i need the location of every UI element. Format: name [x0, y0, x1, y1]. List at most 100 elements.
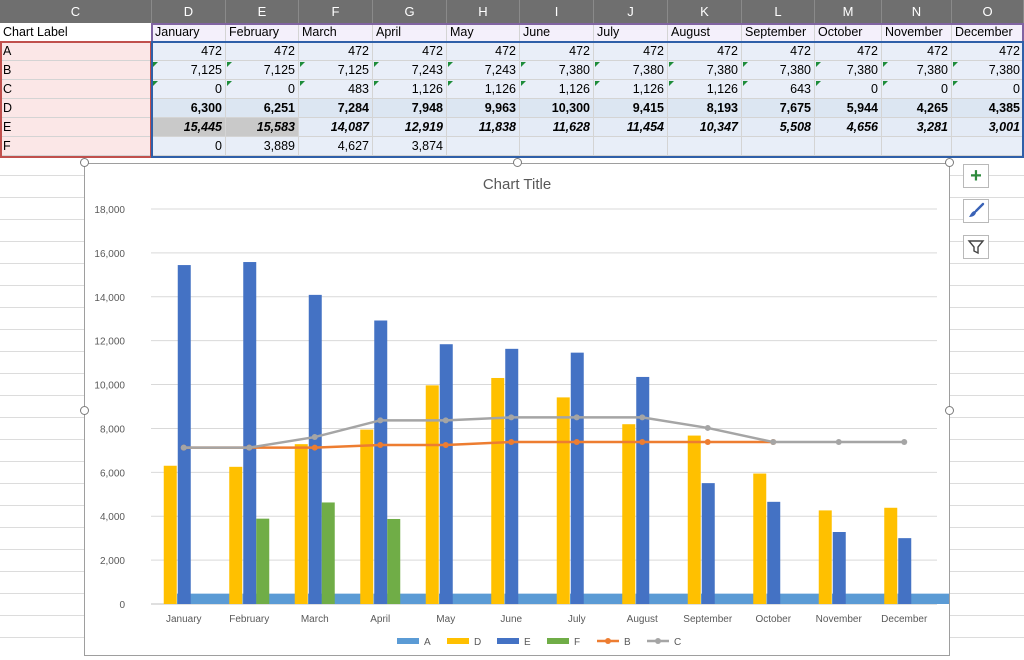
- cell-e-10[interactable]: 4,656: [815, 118, 882, 137]
- cell-d-5[interactable]: 9,963: [447, 99, 520, 118]
- cell-f-10[interactable]: [815, 137, 882, 156]
- bar-e-july[interactable]: [570, 352, 584, 604]
- cell-d-8[interactable]: 8,193: [668, 99, 742, 118]
- marker-c[interactable]: [639, 414, 646, 421]
- cell-a-6[interactable]: 472: [520, 42, 594, 61]
- cell-d-12[interactable]: 4,385: [952, 99, 1024, 118]
- cell-f-9[interactable]: [742, 137, 815, 156]
- legend-item-e[interactable]: E: [497, 637, 531, 648]
- cell-d-4[interactable]: 7,948: [373, 99, 447, 118]
- column-header-j[interactable]: J: [594, 0, 668, 23]
- bar-a-may[interactable]: [439, 593, 493, 604]
- cell-c-9[interactable]: 643: [742, 80, 815, 99]
- chart-title[interactable]: Chart Title: [483, 176, 551, 193]
- marker-c[interactable]: [246, 444, 253, 451]
- cell-f-5[interactable]: [447, 137, 520, 156]
- bar-a-january[interactable]: [177, 593, 231, 604]
- cell-e-12[interactable]: 3,001: [952, 118, 1024, 137]
- cell-d-6[interactable]: 10,300: [520, 99, 594, 118]
- cell-f-11[interactable]: [882, 137, 952, 156]
- cell-b-8[interactable]: 7,380: [668, 61, 742, 80]
- chart-filters-button[interactable]: [963, 235, 989, 259]
- bar-a-november[interactable]: [832, 593, 886, 604]
- marker-b[interactable]: [704, 439, 711, 446]
- bar-f-april[interactable]: [387, 518, 401, 604]
- bar-d-april[interactable]: [360, 429, 374, 604]
- cell-d-2[interactable]: 6,251: [226, 99, 299, 118]
- bar-a-september[interactable]: [701, 593, 755, 604]
- cell-f-3[interactable]: 4,627: [299, 137, 373, 156]
- resize-handle-top[interactable]: [513, 158, 522, 167]
- legend-item-f[interactable]: F: [547, 637, 580, 648]
- cell-a-7[interactable]: 472: [594, 42, 668, 61]
- legend-item-a[interactable]: A: [397, 637, 431, 648]
- column-header-g[interactable]: G: [373, 0, 447, 23]
- bar-a-october[interactable]: [766, 593, 821, 604]
- resize-handle-top-left[interactable]: [80, 158, 89, 167]
- cell-b-1[interactable]: 7,125: [152, 61, 226, 80]
- column-header-e[interactable]: E: [226, 0, 299, 23]
- chart-elements-button[interactable]: +: [963, 164, 989, 188]
- bar-d-september[interactable]: [687, 435, 701, 604]
- cell-e-3[interactable]: 14,087: [299, 118, 373, 137]
- marker-b[interactable]: [377, 442, 384, 449]
- cell-c-7[interactable]: 1,126: [594, 80, 668, 99]
- cell-e-7[interactable]: 11,454: [594, 118, 668, 137]
- cell-b-5[interactable]: 7,243: [447, 61, 520, 80]
- bar-d-december[interactable]: [884, 507, 898, 604]
- cell-c-6[interactable]: 1,126: [520, 80, 594, 99]
- cell-a-10[interactable]: 472: [815, 42, 882, 61]
- bar-a-june[interactable]: [504, 593, 559, 604]
- cell-a-5[interactable]: 472: [447, 42, 520, 61]
- cell-f-1[interactable]: 0: [152, 137, 226, 156]
- column-header-m[interactable]: M: [815, 0, 882, 23]
- bar-d-october[interactable]: [753, 473, 767, 604]
- bar-e-december[interactable]: [898, 538, 912, 604]
- column-header-k[interactable]: K: [668, 0, 742, 23]
- bar-e-september[interactable]: [701, 483, 715, 604]
- cell-d-1[interactable]: 6,300: [152, 99, 226, 118]
- marker-c[interactable]: [573, 414, 580, 421]
- bar-f-february[interactable]: [256, 518, 270, 604]
- cell-c-1[interactable]: 0: [152, 80, 226, 99]
- line-series-c[interactable]: [183, 416, 905, 449]
- cell-e-11[interactable]: 3,281: [882, 118, 952, 137]
- bar-a-august[interactable]: [635, 593, 690, 604]
- bar-e-april[interactable]: [374, 320, 388, 604]
- cell-month-header[interactable]: November: [882, 23, 952, 42]
- marker-c[interactable]: [311, 434, 318, 441]
- marker-c[interactable]: [442, 417, 449, 424]
- cell-f-4[interactable]: 3,874: [373, 137, 447, 156]
- marker-c[interactable]: [508, 414, 515, 421]
- column-header-i[interactable]: I: [520, 0, 594, 23]
- legend-item-d[interactable]: D: [447, 637, 481, 648]
- bar-e-february[interactable]: [243, 262, 257, 604]
- marker-c[interactable]: [704, 424, 711, 431]
- cell-a-12[interactable]: 472: [952, 42, 1024, 61]
- cell-f-7[interactable]: [594, 137, 668, 156]
- bar-f-march[interactable]: [321, 502, 335, 604]
- cell-e-4[interactable]: 12,919: [373, 118, 447, 137]
- column-header-c[interactable]: C: [0, 0, 152, 23]
- cell-c-10[interactable]: 0: [815, 80, 882, 99]
- cell-a-4[interactable]: 472: [373, 42, 447, 61]
- bar-d-june[interactable]: [491, 377, 505, 604]
- cell-month-header[interactable]: September: [742, 23, 815, 42]
- resize-handle-top-right[interactable]: [945, 158, 954, 167]
- cell-a-11[interactable]: 472: [882, 42, 952, 61]
- cell-e-5[interactable]: 11,838: [447, 118, 520, 137]
- bar-d-august[interactable]: [622, 424, 636, 604]
- cell-d-10[interactable]: 5,944: [815, 99, 882, 118]
- column-header-n[interactable]: N: [882, 0, 952, 23]
- marker-b[interactable]: [573, 439, 580, 446]
- marker-c[interactable]: [377, 417, 384, 424]
- cell-f-8[interactable]: [668, 137, 742, 156]
- cell-c-4[interactable]: 1,126: [373, 80, 447, 99]
- cell-month-header[interactable]: August: [668, 23, 742, 42]
- bar-e-august[interactable]: [636, 376, 650, 604]
- bar-a-july[interactable]: [570, 593, 624, 604]
- marker-b[interactable]: [442, 442, 449, 449]
- cell-e-1[interactable]: 15,445: [152, 118, 226, 137]
- cell-c-8[interactable]: 1,126: [668, 80, 742, 99]
- marker-c[interactable]: [901, 439, 908, 446]
